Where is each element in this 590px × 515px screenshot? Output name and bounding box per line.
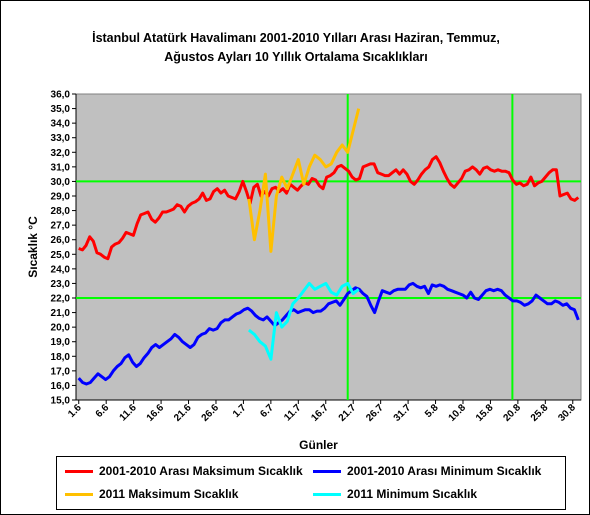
y-tick-label: 36,0: [51, 90, 71, 101]
y-tick-label: 20,0: [51, 323, 71, 334]
y-tick-label: 26,0: [51, 235, 71, 246]
y-tick-label: 30,0: [51, 177, 71, 188]
legend-swatch-max: [65, 469, 93, 473]
y-tick-label: 23,0: [51, 279, 71, 290]
series-2011-min-line: [247, 281, 360, 361]
legend-item-max: 2001-2010 Arası Maksimum Sıcaklık: [65, 464, 303, 478]
chart-title-line-2: Ağustos Ayları 10 Yıllık Ortalama Sıcakl…: [164, 50, 428, 64]
x-tick-label: 11.7: [282, 402, 303, 423]
legend: 2001-2010 Arası Maksimum Sıcaklık 2001-2…: [56, 456, 566, 510]
series-2011-max-line: [247, 108, 361, 253]
y-tick-label: 33,0: [51, 133, 71, 144]
x-tick-label: 16.6: [145, 402, 167, 424]
line-chart: 15,0 16,0 17,0 18,0 19,0 20,0 21,0 22,0 23,0 24,0…: [26, 90, 582, 452]
series-min-line: [77, 281, 580, 386]
y-tick-label: 27,0: [51, 221, 71, 232]
y-tick-label: 15,0: [51, 396, 71, 407]
y-tick-label: 28,0: [51, 206, 71, 217]
y-tick-label: 29,0: [51, 192, 71, 203]
x-tick-label: 10.8: [447, 402, 469, 424]
y-tick-label: 19,0: [51, 337, 71, 348]
x-tick-label: 5.8: [423, 402, 441, 420]
legend-label-max: 2001-2010 Arası Maksimum Sıcaklık: [99, 464, 303, 478]
x-tick-label: 30.8: [556, 402, 578, 424]
x-tick-label: 26.6: [200, 402, 222, 424]
y-tick-label: 24,0: [51, 264, 71, 275]
legend-swatch-2011-min: [313, 492, 341, 496]
chart-title: İstanbul Atatürk Havalimanı 2001-2010 Yı…: [41, 29, 551, 67]
x-tick-label: 31.7: [392, 402, 414, 424]
x-tick-label: 1.7: [231, 402, 249, 420]
x-tick-label: 15.8: [474, 402, 496, 424]
legend-label-min: 2001-2010 Arası Minimum Sıcaklık: [347, 464, 542, 478]
legend-swatch-min: [313, 469, 341, 473]
x-tick-label: 11.6: [118, 402, 139, 423]
y-tick-label: 21,0: [51, 308, 71, 319]
y-tick-label: 25,0: [51, 250, 71, 261]
legend-label-2011-min: 2011 Minimum Sıcaklık: [347, 487, 478, 501]
y-tick-label: 16,0: [51, 381, 71, 392]
x-tick-label: 6.7: [258, 402, 276, 420]
x-tick-label: 16.7: [309, 402, 331, 424]
chart-title-line-1: İstanbul Atatürk Havalimanı 2001-2010 Yı…: [92, 31, 500, 45]
y-tick-label: 17,0: [51, 366, 71, 377]
x-tick-label: 6.6: [94, 402, 112, 420]
legend-swatch-2011-max: [65, 492, 93, 496]
plot-area: [75, 93, 582, 401]
legend-label-2011-max: 2011 Maksimum Sıcaklık: [99, 487, 239, 501]
legend-item-min: 2001-2010 Arası Minimum Sıcaklık: [313, 464, 541, 478]
x-tick-label: 21.6: [172, 402, 194, 424]
series-max-line: [78, 155, 580, 261]
y-tick-label: 34,0: [51, 119, 71, 130]
x-tick-label: 21.7: [337, 402, 359, 424]
x-axis-title: Günler: [299, 438, 338, 452]
y-tick-label: 32,0: [51, 148, 71, 159]
y-tick-label: 18,0: [51, 352, 71, 363]
x-tick-label: 20.8: [501, 402, 523, 424]
legend-item-2011-max: 2011 Maksimum Sıcaklık: [65, 487, 238, 501]
legend-item-2011-min: 2011 Minimum Sıcaklık: [313, 487, 477, 501]
y-tick-label: 31,0: [51, 162, 71, 173]
x-tick-label: 25.8: [529, 402, 551, 424]
y-axis-title: Sıcaklık °C: [26, 216, 40, 278]
y-tick-label: 35,0: [51, 104, 71, 115]
y-tick-label: 22,0: [51, 294, 71, 305]
x-tick-label: 26.7: [364, 402, 386, 424]
